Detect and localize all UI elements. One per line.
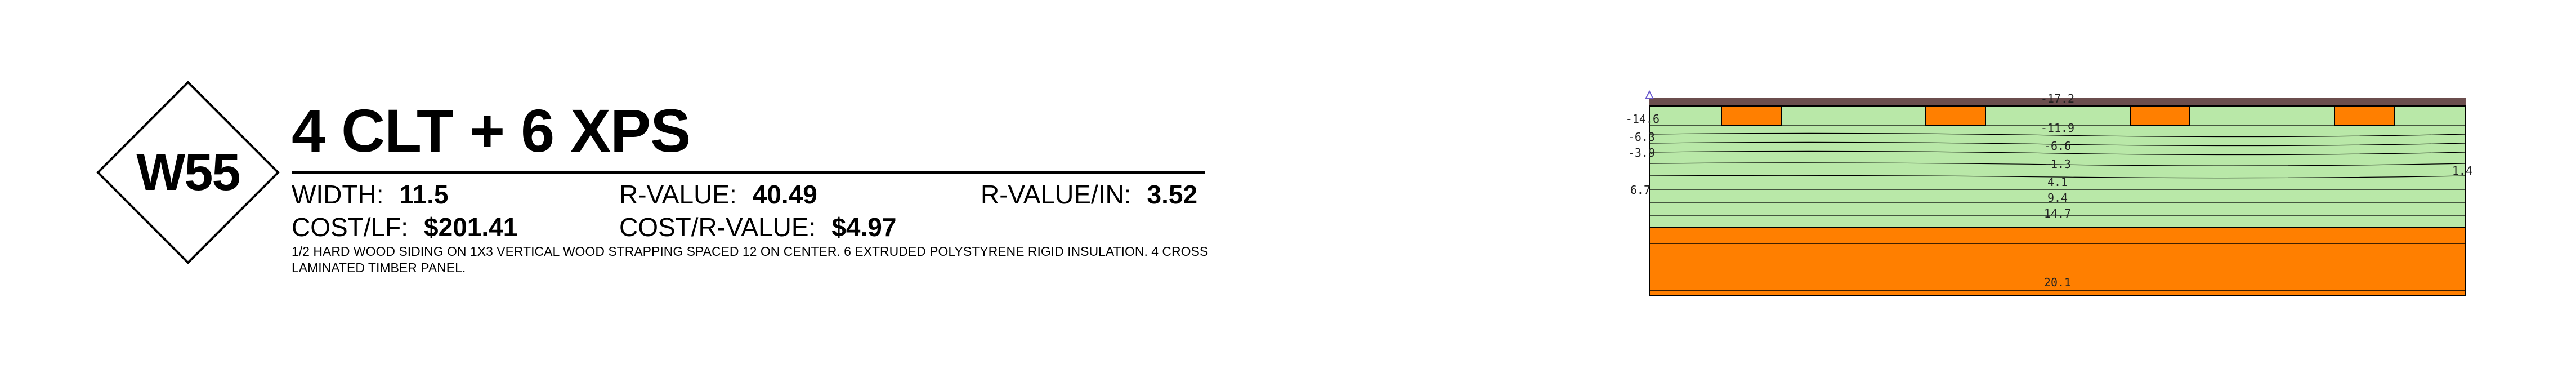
assembly-title: 4 CLT + 6 XPS (292, 96, 691, 165)
stat-value: 11.5 (399, 180, 449, 209)
temp-label: 4.1 (2047, 175, 2068, 189)
stat-r-value-per-inch: R-VALUE/IN: 3.52 (981, 181, 1197, 207)
stat-label: WIDTH: (292, 180, 384, 209)
stat-width: WIDTH: 11.5 (292, 181, 449, 207)
siding-layer (1649, 98, 2466, 106)
assembly-description: 1/2 HARD WOOD SIDING ON 1X3 VERTICAL WOO… (292, 244, 1209, 275)
assembly-code: W55 (136, 143, 240, 201)
stat-value: $201.41 (424, 212, 518, 242)
strapping-member (1925, 105, 1986, 126)
stat-r-value: R-VALUE: 40.49 (619, 181, 817, 207)
temp-label-left: -6.3 (1628, 130, 1655, 144)
probe-marker-icon (1645, 90, 1654, 99)
strapping-member (2334, 105, 2395, 126)
temp-label: -1.3 (2044, 157, 2071, 171)
stat-cost-per-r-value: COST/R-VALUE: $4.97 (619, 214, 896, 240)
isotherm (1649, 150, 2466, 156)
temp-label: -11.9 (2041, 121, 2074, 135)
stat-value: 3.52 (1147, 180, 1198, 209)
temp-label-left: -14.6 (1626, 112, 1660, 126)
strapping-member (2130, 105, 2190, 126)
temp-label: 9.4 (2047, 191, 2068, 205)
isotherm-lines (1649, 125, 2466, 216)
isotherm (1649, 175, 2466, 179)
stat-label: COST/R-VALUE: (619, 212, 816, 242)
stat-cost-per-lf: COST/LF: $201.41 (292, 214, 517, 240)
stat-label: COST/LF: (292, 212, 409, 242)
stat-label: R-VALUE: (619, 180, 737, 209)
temp-label: 14.7 (2044, 207, 2071, 220)
strapping-member (1721, 105, 1782, 126)
stat-value: $4.97 (831, 212, 897, 242)
temp-label: -6.6 (2044, 139, 2071, 153)
stat-label: R-VALUE/IN: (981, 180, 1132, 209)
temp-label-left: -3.9 (1628, 146, 1655, 160)
wall-section-svg: -17.2 -11.9 -6.6 -1.3 4.1 9.4 14.7 20.1 … (1626, 90, 2472, 296)
temp-label-right: 1.4 (2452, 164, 2472, 178)
isotherm (1649, 141, 2466, 147)
temp-label: -17.2 (2041, 92, 2074, 105)
wall-section-diagram: -17.2 -11.9 -6.6 -1.3 4.1 9.4 14.7 20.1 … (1621, 85, 2477, 299)
temp-label: 20.1 (2044, 276, 2071, 289)
diamond-shape (96, 81, 280, 264)
xps-insulation-layer (1649, 105, 2466, 228)
assembly-code-badge: W55 (96, 80, 280, 265)
temp-label-left: 6.7 (1630, 183, 1651, 197)
clt-panel-layer (1649, 227, 2466, 296)
title-divider (292, 171, 1205, 174)
stat-value: 40.49 (752, 180, 817, 209)
isotherm (1649, 162, 2466, 166)
isotherm (1649, 132, 2466, 138)
